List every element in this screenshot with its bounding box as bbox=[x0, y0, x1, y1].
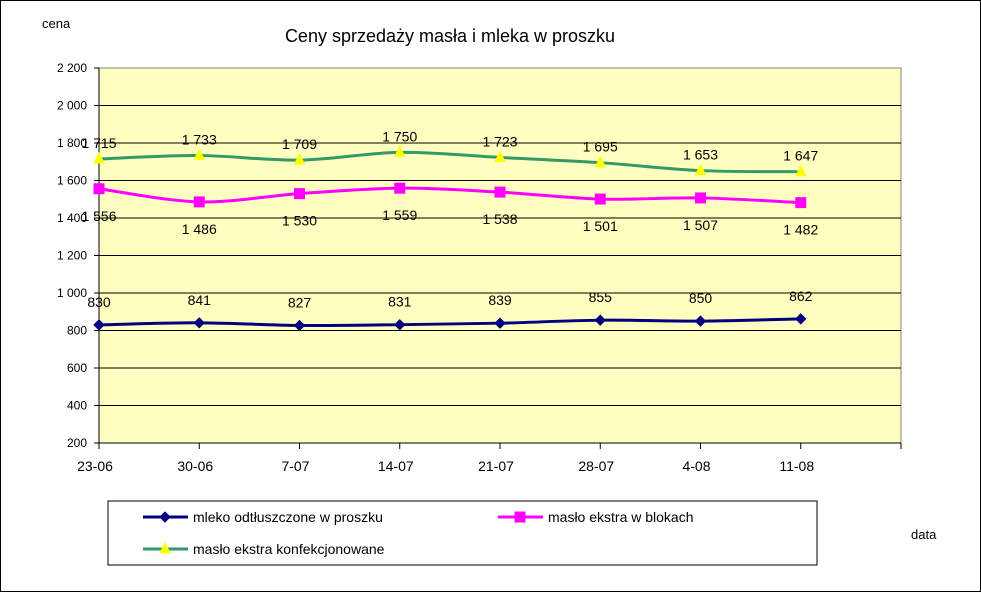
y-tick-label: 1 600 bbox=[57, 174, 87, 188]
data-label: 1 647 bbox=[783, 148, 818, 164]
y-tick-label: 1 400 bbox=[57, 211, 87, 225]
y-tick-label: 800 bbox=[67, 324, 87, 338]
x-tick-label: 4-08 bbox=[682, 458, 710, 474]
x-tick-label: 14-07 bbox=[378, 458, 414, 474]
legend-box bbox=[107, 500, 818, 566]
data-point bbox=[193, 317, 205, 329]
data-point bbox=[694, 315, 707, 327]
data-point bbox=[594, 193, 606, 205]
data-label: 862 bbox=[789, 288, 813, 304]
plot-area: 200 400 600 800 1 000 1 200 1 400 1 600 1 800 2 0… bbox=[57, 61, 902, 474]
y-tick-label: 400 bbox=[67, 399, 87, 413]
legend-marker bbox=[159, 541, 171, 554]
y-tick-label: 600 bbox=[67, 361, 87, 375]
series-line bbox=[98, 317, 801, 328]
x-tick-label: 21-07 bbox=[478, 458, 514, 474]
data-point bbox=[494, 317, 506, 329]
data-label: 827 bbox=[288, 294, 312, 310]
data-label: 855 bbox=[589, 289, 613, 305]
data-label: 1 715 bbox=[81, 135, 116, 151]
data-point bbox=[594, 314, 606, 326]
x-axis-label: data bbox=[911, 527, 937, 542]
series-line bbox=[98, 186, 801, 205]
legend: mleko odtłuszczone w proszku masło ekstra… bbox=[107, 500, 818, 566]
data-label: 1 507 bbox=[683, 217, 718, 233]
data-label: 1 750 bbox=[382, 128, 417, 144]
data-point bbox=[393, 145, 406, 157]
x-tick-label: 30-06 bbox=[177, 458, 213, 474]
legend-marker bbox=[159, 511, 171, 523]
data-point bbox=[594, 155, 607, 168]
legend-label: mleko odtłuszczone w proszku bbox=[193, 509, 383, 525]
x-tick-label: 28-07 bbox=[578, 458, 614, 474]
data-label: 830 bbox=[87, 294, 111, 310]
y-axis-label: cena bbox=[42, 16, 71, 31]
y-tick-label: 2 000 bbox=[57, 99, 87, 113]
data-label: 1 530 bbox=[282, 213, 317, 229]
data-point bbox=[394, 182, 406, 194]
x-tick-label: 7-07 bbox=[281, 458, 309, 474]
y-tick-label: 200 bbox=[67, 436, 87, 450]
data-point bbox=[93, 319, 105, 331]
data-point bbox=[93, 183, 105, 195]
x-tick-label: 23-06 bbox=[77, 458, 113, 474]
chart-title: Ceny sprzedaży masła i mleka w proszku bbox=[285, 26, 615, 46]
data-label: 1 482 bbox=[783, 222, 818, 238]
data-point bbox=[694, 163, 707, 176]
data-label: 850 bbox=[689, 290, 713, 306]
data-point bbox=[294, 188, 305, 200]
y-tick-label: 1 200 bbox=[57, 249, 87, 263]
data-label: 831 bbox=[388, 294, 412, 310]
data-point bbox=[794, 164, 807, 177]
legend-label: masło ekstra konfekcjonowane bbox=[193, 541, 385, 557]
legend-marker bbox=[514, 511, 526, 523]
data-label: 839 bbox=[488, 292, 512, 308]
y-tick-label: 1 000 bbox=[57, 286, 87, 300]
data-label: 1 501 bbox=[583, 218, 618, 234]
data-label: 1 653 bbox=[683, 147, 718, 163]
series-line bbox=[98, 150, 801, 174]
data-point bbox=[494, 186, 506, 198]
data-point bbox=[394, 318, 406, 331]
data-label: 1 538 bbox=[482, 211, 517, 227]
data-point bbox=[494, 150, 506, 162]
data-point bbox=[795, 313, 807, 325]
data-point bbox=[293, 319, 306, 332]
x-tick-label: 11-08 bbox=[779, 458, 814, 474]
data-label: 1 733 bbox=[182, 132, 217, 148]
data-point bbox=[193, 148, 206, 161]
data-point bbox=[293, 152, 306, 165]
data-label: 1 559 bbox=[382, 207, 417, 223]
data-label: 1 556 bbox=[81, 208, 116, 224]
y-tick-label: 2 200 bbox=[57, 61, 87, 75]
data-label: 1 486 bbox=[182, 221, 217, 237]
data-point bbox=[795, 197, 807, 209]
data-label: 841 bbox=[188, 292, 212, 308]
data-label: 1 723 bbox=[482, 133, 517, 149]
data-point bbox=[695, 192, 706, 204]
legend-label: masło ekstra w blokach bbox=[548, 509, 694, 525]
data-point bbox=[193, 196, 205, 208]
y-tick-label: 1 800 bbox=[57, 136, 87, 150]
data-label: 1 695 bbox=[583, 139, 618, 155]
data-label: 1 709 bbox=[282, 136, 317, 152]
data-point bbox=[93, 151, 105, 164]
